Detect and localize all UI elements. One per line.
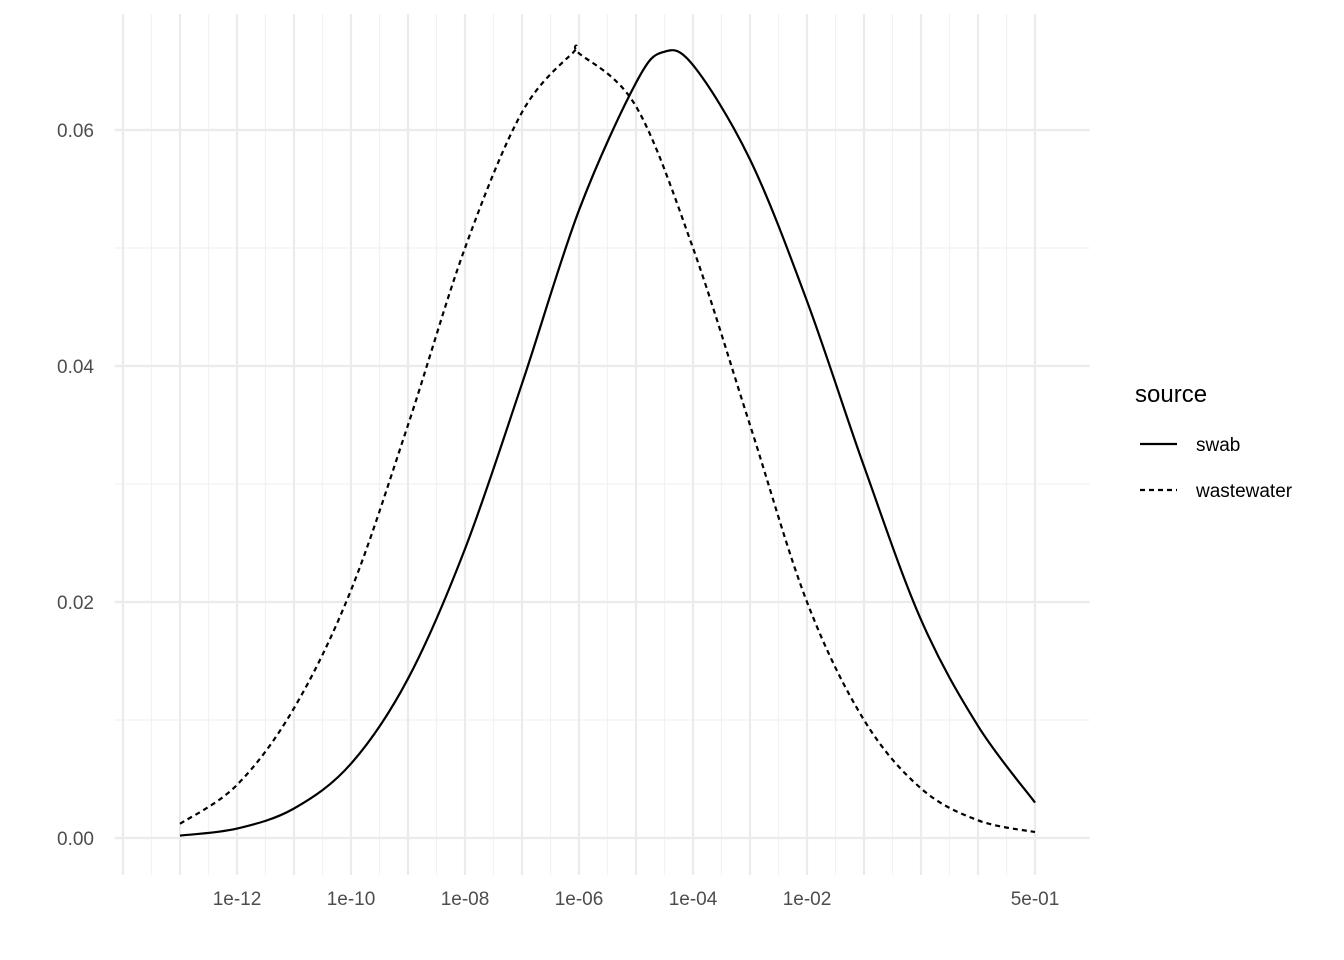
legend: source swab wastewater [1135, 381, 1293, 502]
legend-entries: swab wastewater [1140, 435, 1293, 502]
x-tick-label: 1e-02 [783, 889, 832, 910]
series-line-wastewater [179, 44, 1036, 834]
x-tick-label: 1e-12 [213, 889, 262, 910]
minor-gridlines [115, 14, 1090, 875]
y-tick-label: 0.06 [57, 121, 94, 142]
legend-label-swab: swab [1196, 435, 1240, 456]
major-gridlines [115, 14, 1090, 875]
y-axis-tick-labels: 0.00 0.02 0.04 0.06 [57, 121, 94, 850]
x-tick-label: 5e-01 [1011, 889, 1060, 910]
x-axis-tick-labels: 1e-12 1e-10 1e-08 1e-06 1e-04 1e-02 5e-01 [213, 889, 1060, 910]
x-tick-label: 1e-08 [441, 889, 490, 910]
x-tick-label: 1e-10 [327, 889, 376, 910]
legend-title: source [1135, 381, 1207, 408]
x-tick-label: 1e-06 [555, 889, 604, 910]
x-tick-label: 1e-04 [669, 889, 718, 910]
series-lines [179, 44, 1036, 837]
series-line-swab [179, 49, 1036, 837]
y-tick-label: 0.00 [57, 829, 94, 850]
y-tick-label: 0.04 [57, 357, 94, 378]
legend-label-wastewater: wastewater [1195, 481, 1293, 502]
y-tick-label: 0.02 [57, 593, 94, 614]
